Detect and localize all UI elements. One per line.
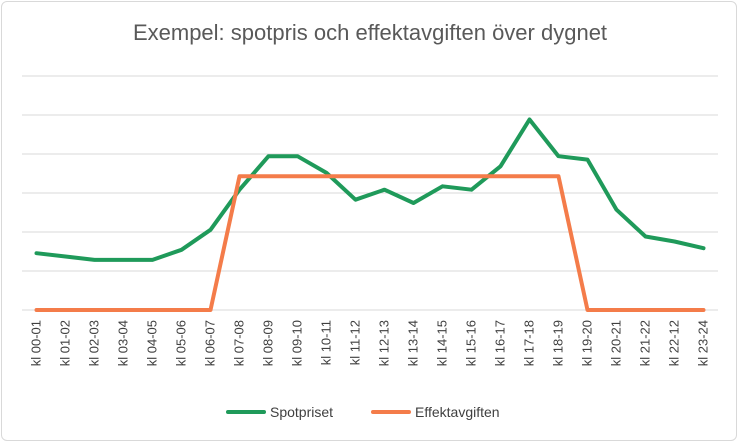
x-tick-label: kl 19-20 <box>580 320 595 366</box>
x-axis-ticks: kl 00-01 kl 01-02 kl 02-03 kl 03-04 kl 04-05… <box>29 320 711 366</box>
x-tick-label: kl 13-14 <box>406 320 421 366</box>
x-tick-label: kl 17-18 <box>522 320 537 366</box>
legend: Spotpriset Effektavgiften <box>226 404 500 420</box>
x-tick-label: kl 18-19 <box>551 320 566 366</box>
x-tick-label: kl 11-12 <box>348 320 363 365</box>
x-tick-label: kl 06-07 <box>203 320 218 366</box>
x-tick-label: kl 15-16 <box>464 320 479 366</box>
x-tick-label: kl 04-05 <box>145 320 160 366</box>
x-tick-label: kl 16-17 <box>493 320 508 366</box>
x-tick-label: kl 10-11 <box>319 320 334 365</box>
x-tick-label: kl 20-21 <box>609 320 624 366</box>
legend-label-effektavgiften: Effektavgiften <box>415 404 500 420</box>
x-tick-label: kl 07-08 <box>232 320 247 366</box>
series-lines <box>34 117 706 312</box>
x-tick-label: kl 09-10 <box>290 320 305 366</box>
chart-title: Exempel: spotpris och effektavgiften öve… <box>133 20 607 45</box>
x-tick-label: kl 23-24 <box>696 320 711 366</box>
x-tick-label: kl 14-15 <box>435 320 450 366</box>
series-line-spotpriset <box>34 117 706 262</box>
x-tick-label: kl 21-22 <box>638 320 653 366</box>
x-tick-label: kl 12-13 <box>377 320 392 366</box>
x-tick-label: kl 05-06 <box>174 320 189 366</box>
x-tick-label: kl 01-02 <box>58 320 73 366</box>
legend-label-spotpriset: Spotpriset <box>270 404 333 420</box>
series-line-effektavgiften <box>34 174 706 312</box>
x-tick-label: kl 03-04 <box>116 320 131 366</box>
x-tick-label: kl 08-09 <box>261 320 276 366</box>
x-tick-label: kl 02-03 <box>87 320 102 366</box>
x-tick-label: kl 22-12 <box>667 320 682 366</box>
x-tick-label: kl 00-01 <box>29 320 44 366</box>
